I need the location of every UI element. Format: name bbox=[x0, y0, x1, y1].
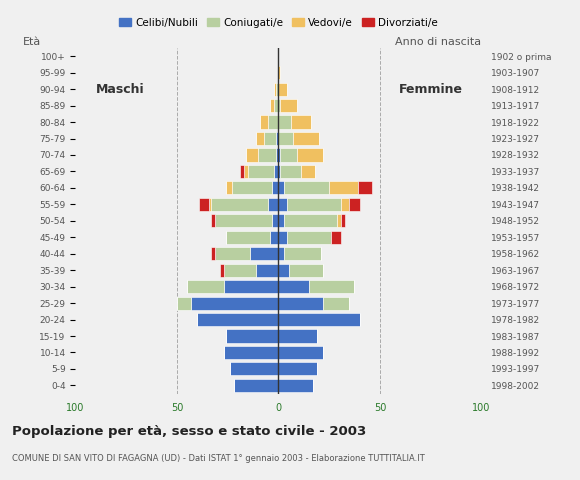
Bar bbox=[230, 362, 278, 375]
Text: Popolazione per età, sesso e stato civile - 2003: Popolazione per età, sesso e stato civil… bbox=[12, 425, 366, 438]
Bar bbox=[226, 329, 278, 343]
Bar bbox=[260, 116, 268, 129]
Bar bbox=[276, 83, 278, 96]
Bar bbox=[278, 231, 287, 244]
Bar bbox=[278, 329, 317, 343]
Bar bbox=[244, 165, 248, 178]
Bar bbox=[276, 148, 278, 162]
Bar bbox=[270, 231, 278, 244]
Bar bbox=[226, 231, 270, 244]
Bar bbox=[278, 280, 309, 293]
Bar bbox=[223, 346, 278, 359]
Bar bbox=[256, 132, 264, 145]
Bar bbox=[278, 99, 280, 112]
Bar bbox=[199, 198, 209, 211]
Bar bbox=[287, 231, 331, 244]
Bar bbox=[291, 116, 311, 129]
Bar bbox=[276, 132, 278, 145]
Bar bbox=[268, 116, 278, 129]
Bar bbox=[231, 181, 273, 194]
Bar bbox=[341, 198, 349, 211]
Bar bbox=[292, 132, 319, 145]
Bar bbox=[197, 313, 278, 326]
Bar bbox=[278, 132, 292, 145]
Bar bbox=[211, 198, 268, 211]
Bar bbox=[278, 362, 317, 375]
Bar bbox=[274, 165, 278, 178]
Bar bbox=[284, 247, 321, 260]
Bar bbox=[287, 198, 341, 211]
Bar bbox=[288, 264, 323, 277]
Bar bbox=[177, 297, 191, 310]
Bar bbox=[274, 99, 278, 112]
Bar bbox=[273, 181, 278, 194]
Bar bbox=[223, 264, 256, 277]
Bar bbox=[278, 181, 284, 194]
Bar bbox=[268, 198, 278, 211]
Bar bbox=[331, 231, 341, 244]
Bar bbox=[349, 198, 360, 211]
Bar bbox=[240, 165, 244, 178]
Bar bbox=[216, 214, 273, 228]
Bar bbox=[187, 280, 223, 293]
Text: Femmine: Femmine bbox=[398, 83, 463, 96]
Bar bbox=[278, 264, 288, 277]
Bar bbox=[215, 247, 250, 260]
Text: COMUNE DI SAN VITO DI FAGAGNA (UD) - Dati ISTAT 1° gennaio 2003 - Elaborazione T: COMUNE DI SAN VITO DI FAGAGNA (UD) - Dat… bbox=[12, 454, 425, 463]
Bar bbox=[191, 297, 278, 310]
Text: Maschi: Maschi bbox=[96, 83, 144, 96]
Bar bbox=[280, 99, 296, 112]
Bar bbox=[284, 214, 337, 228]
Bar bbox=[296, 148, 323, 162]
Bar bbox=[341, 214, 345, 228]
Bar bbox=[278, 148, 280, 162]
Bar bbox=[280, 165, 300, 178]
Bar bbox=[329, 181, 357, 194]
Bar bbox=[273, 214, 278, 228]
Bar bbox=[278, 214, 284, 228]
Bar bbox=[250, 247, 278, 260]
Bar bbox=[211, 214, 215, 228]
Bar bbox=[278, 66, 280, 79]
Bar bbox=[300, 165, 315, 178]
Text: Età: Età bbox=[23, 37, 41, 48]
Bar bbox=[270, 99, 274, 112]
Bar bbox=[337, 214, 341, 228]
Bar bbox=[278, 247, 284, 260]
Bar bbox=[278, 165, 280, 178]
Bar bbox=[309, 280, 353, 293]
Bar bbox=[211, 247, 215, 260]
Bar bbox=[246, 148, 258, 162]
Bar bbox=[357, 181, 372, 194]
Bar bbox=[234, 379, 278, 392]
Bar bbox=[280, 148, 296, 162]
Bar bbox=[278, 83, 287, 96]
Bar bbox=[278, 198, 287, 211]
Bar bbox=[278, 379, 313, 392]
Bar bbox=[278, 297, 323, 310]
Bar bbox=[323, 297, 349, 310]
Text: Anno di nascita: Anno di nascita bbox=[396, 37, 481, 48]
Bar bbox=[248, 165, 274, 178]
Bar bbox=[219, 264, 223, 277]
Bar bbox=[278, 346, 323, 359]
Bar bbox=[223, 280, 278, 293]
Bar bbox=[274, 83, 276, 96]
Bar bbox=[284, 181, 329, 194]
Bar bbox=[264, 132, 276, 145]
Bar bbox=[226, 181, 231, 194]
Legend: Celibi/Nubili, Coniugati/e, Vedovi/e, Divorziati/e: Celibi/Nubili, Coniugati/e, Vedovi/e, Di… bbox=[115, 13, 442, 32]
Bar bbox=[258, 148, 276, 162]
Bar bbox=[209, 198, 211, 211]
Bar bbox=[256, 264, 278, 277]
Bar bbox=[278, 313, 360, 326]
Bar bbox=[278, 116, 291, 129]
